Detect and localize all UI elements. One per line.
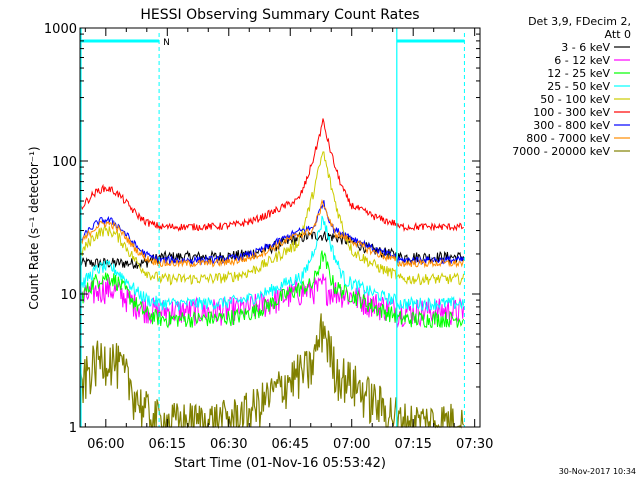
x-tick-label-3: 06:45 [272, 437, 309, 452]
legend-label-3: 25 - 50 keV [547, 80, 610, 93]
legend-header-line-2: Att 0 [605, 28, 631, 41]
axes: 06:00 06:15 06:30 06:45 07:00 07:15 07:30 1 10 10… [44, 22, 494, 452]
legend-label-7: 800 - 7000 keV [526, 132, 610, 145]
y-tick-label-1: 10 [60, 288, 77, 303]
legend-header-line-1: Det 3,9, FDecim 2, [528, 15, 631, 28]
series-line-2 [79, 250, 465, 329]
x-tick-label-4: 07:00 [333, 437, 370, 452]
series-line-3 [79, 215, 465, 312]
x-tick-label-5: 07:15 [394, 437, 431, 452]
legend-label-2: 12 - 25 keV [547, 67, 610, 80]
x-tick-label-1: 06:15 [149, 437, 186, 452]
x-tick-label-2: 06:30 [210, 437, 247, 452]
legend-label-4: 50 - 100 keV [540, 93, 610, 106]
plot-frame [79, 27, 481, 428]
series-line-0 [79, 231, 465, 269]
attenuator-marker-label: N [163, 38, 170, 48]
series-line-4 [79, 151, 465, 286]
footer-date: 30-Nov-2017 10:34 [559, 467, 636, 476]
legend-label-0: 3 - 6 keV [561, 41, 610, 54]
series-line-5 [79, 118, 464, 233]
y-tick-label-2: 100 [52, 155, 77, 170]
legend-label-8: 7000 - 20000 keV [512, 145, 610, 158]
plot-area: N [79, 28, 465, 430]
legend-label-1: 6 - 12 keV [554, 54, 610, 67]
legend-label-5: 100 - 300 keV [533, 106, 610, 119]
y-tick-label-3: 1000 [44, 22, 77, 37]
series-line-6 [79, 200, 465, 266]
x-axis-label: Start Time (01-Nov-16 05:53:42) [174, 456, 386, 471]
chart-title: HESSI Observing Summary Count Rates [140, 7, 419, 23]
series-line-7 [79, 198, 465, 269]
x-tick-label-6: 07:30 [456, 437, 493, 452]
y-tick-label-0: 1 [69, 421, 77, 436]
legend-label-6: 300 - 800 keV [533, 119, 610, 132]
y-axis-label: Count Rate (s⁻¹ detector⁻¹) [27, 146, 41, 309]
x-tick-label-0: 06:00 [87, 437, 124, 452]
series-line-8 [79, 313, 465, 430]
